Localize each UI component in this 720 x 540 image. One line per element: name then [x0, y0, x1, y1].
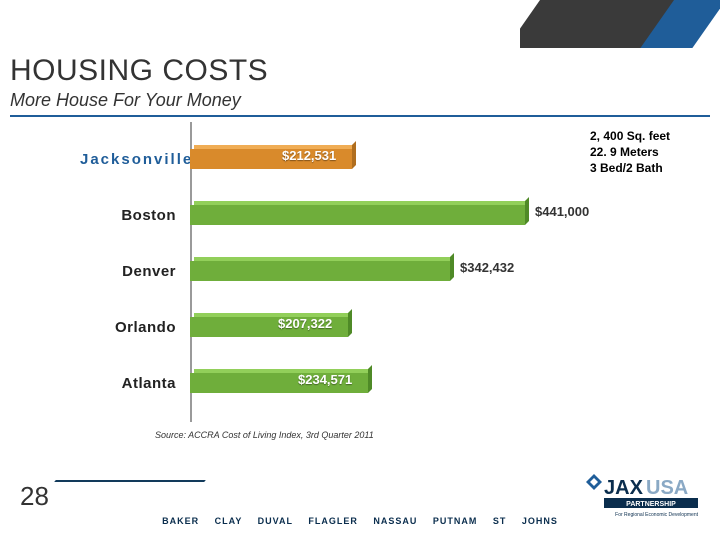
house-spec-line: 3 Bed/2 Bath	[590, 160, 710, 176]
page-number: 28	[20, 481, 49, 512]
slide: HOUSING COSTS More House For Your Money …	[0, 0, 720, 540]
value-label: $212,531	[282, 148, 336, 163]
bar: $207,322	[190, 313, 348, 341]
bar-row: Jacksonville $212,531	[80, 138, 352, 180]
title-rule	[10, 115, 710, 117]
logo-text-usa: USA	[646, 477, 688, 499]
jaxusa-logo: JAX USA PARTNERSHIP For Regional Economi…	[586, 474, 706, 526]
source-citation: Source: ACCRA Cost of Living Index, 3rd …	[155, 430, 374, 440]
corner-accent	[520, 0, 720, 48]
bar-row: Orlando $207,322	[80, 306, 348, 348]
bar: $234,571	[190, 369, 368, 397]
city-label: Denver	[80, 263, 190, 280]
page-subtitle: More House For Your Money	[10, 90, 710, 111]
bar-row: Denver$342,432	[80, 250, 450, 292]
value-label: $441,000	[535, 204, 589, 219]
city-label: Jacksonville	[80, 151, 190, 168]
title-block: HOUSING COSTS More House For Your Money	[10, 54, 710, 117]
bar-row: Boston$441,000	[80, 194, 525, 236]
city-label: Atlanta	[80, 375, 190, 392]
bar-row: Atlanta $234,571	[80, 362, 368, 404]
city-label: Orlando	[80, 319, 190, 336]
value-label: $342,432	[460, 260, 514, 275]
house-spec-line: 2, 400 Sq. feet	[590, 128, 710, 144]
value-label: $234,571	[298, 372, 352, 387]
house-spec-line: 22. 9 Meters	[590, 144, 710, 160]
logo-sub: PARTNERSHIP	[626, 501, 676, 508]
bar: $342,432	[190, 257, 450, 285]
house-spec-box: 2, 400 Sq. feet 22. 9 Meters 3 Bed/2 Bat…	[590, 128, 710, 177]
value-label: $207,322	[278, 316, 332, 331]
footer-accent-line	[54, 480, 206, 482]
bar: $441,000	[190, 201, 525, 229]
housing-cost-chart: 2, 400 Sq. feet 22. 9 Meters 3 Bed/2 Bat…	[80, 128, 640, 418]
city-label: Boston	[80, 207, 190, 224]
page-title: HOUSING COSTS	[10, 54, 710, 88]
logo-tagline: For Regional Economic Development	[615, 512, 698, 518]
logo-text-jax: JAX	[604, 477, 644, 499]
bar: $212,531	[190, 145, 352, 173]
